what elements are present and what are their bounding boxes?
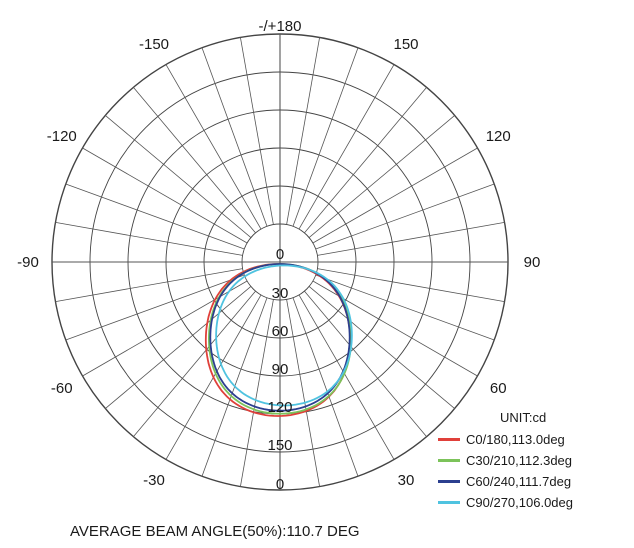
legend-swatch xyxy=(438,501,460,504)
legend-label: C30/210,112.3deg xyxy=(466,453,573,468)
legend-swatch xyxy=(438,459,460,462)
legend-swatch xyxy=(438,438,460,441)
grid-spoke xyxy=(315,183,495,250)
radial-tick-label: 150 xyxy=(267,437,292,454)
grid-spoke xyxy=(312,147,478,244)
radial-tick-label: 0 xyxy=(276,246,284,263)
grid-spoke xyxy=(105,115,252,238)
grid-spoke xyxy=(292,297,359,477)
angle-label: -90 xyxy=(17,254,39,271)
radial-labels: 0 30 60 90 120 150 xyxy=(267,246,292,454)
grid-spoke xyxy=(315,274,495,341)
grid-spoke xyxy=(55,222,243,256)
angle-label: -150 xyxy=(139,36,169,53)
angle-label: 60 xyxy=(490,380,507,397)
legend-label: C60/240,111.7deg xyxy=(466,474,572,489)
legend-item: C60/240,111.7deg xyxy=(438,471,628,492)
grid-spoke xyxy=(105,286,252,409)
angle-label: 150 xyxy=(393,36,418,53)
grid-spoke xyxy=(240,299,274,487)
grid-spoke xyxy=(298,294,395,460)
legend: UNIT:cd C0/180,113.0deg C30/210,112.3deg C… xyxy=(438,410,628,513)
grid-spoke xyxy=(55,268,243,302)
angle-label: -120 xyxy=(47,128,77,145)
radial-tick-label: 120 xyxy=(267,399,292,416)
legend-item: C0/180,113.0deg xyxy=(438,429,628,450)
grid-spoke xyxy=(133,290,256,437)
angle-label: -/+180 xyxy=(259,18,302,35)
grid-spoke xyxy=(292,47,359,227)
angle-label: 0 xyxy=(276,476,284,493)
grid-spoke xyxy=(82,147,248,244)
grid-spoke xyxy=(308,286,455,409)
angle-label: -60 xyxy=(51,380,73,397)
angle-label: 120 xyxy=(486,128,511,145)
legend-label: C0/180,113.0deg xyxy=(466,432,565,447)
legend-label: C90/270,106.0deg xyxy=(466,495,573,510)
grid-spoke xyxy=(298,64,395,230)
grid-spoke xyxy=(165,64,262,230)
legend-swatch xyxy=(438,480,460,483)
angle-label: -30 xyxy=(143,472,165,489)
grid-spoke xyxy=(286,299,320,487)
intensity-curves xyxy=(204,263,353,417)
grid-spoke xyxy=(201,47,268,227)
grid-spoke xyxy=(317,268,505,302)
series-curve xyxy=(209,263,351,412)
grid-spoke xyxy=(308,115,455,238)
grid-spoke xyxy=(304,87,427,234)
grid-spoke xyxy=(133,87,256,234)
series-curve xyxy=(215,264,353,407)
grid-spoke xyxy=(304,290,427,437)
average-beam-angle: AVERAGE BEAM ANGLE(50%):110.7 DEG xyxy=(70,523,360,540)
radial-tick-label: 30 xyxy=(272,285,289,302)
grid-spoke xyxy=(317,222,505,256)
angle-labels: -/+180 -150 150 -120 120 -90 90 -60 60 -30 30 0 xyxy=(17,18,540,493)
radial-tick-label: 60 xyxy=(272,323,289,340)
unit-label: UNIT:cd xyxy=(500,410,547,425)
grid-spoke xyxy=(240,37,274,225)
legend-item: C90/270,106.0deg xyxy=(438,492,628,513)
grid-spoke xyxy=(65,274,245,341)
legend-item: C30/210,112.3deg xyxy=(438,450,628,471)
angle-label: 30 xyxy=(398,472,415,489)
radial-tick-label: 90 xyxy=(272,361,289,378)
legend-items: C0/180,113.0deg C30/210,112.3deg C60/240,1… xyxy=(438,429,628,513)
grid-spoke xyxy=(286,37,320,225)
grid-spoke xyxy=(65,183,245,250)
angle-label: 90 xyxy=(524,254,541,271)
